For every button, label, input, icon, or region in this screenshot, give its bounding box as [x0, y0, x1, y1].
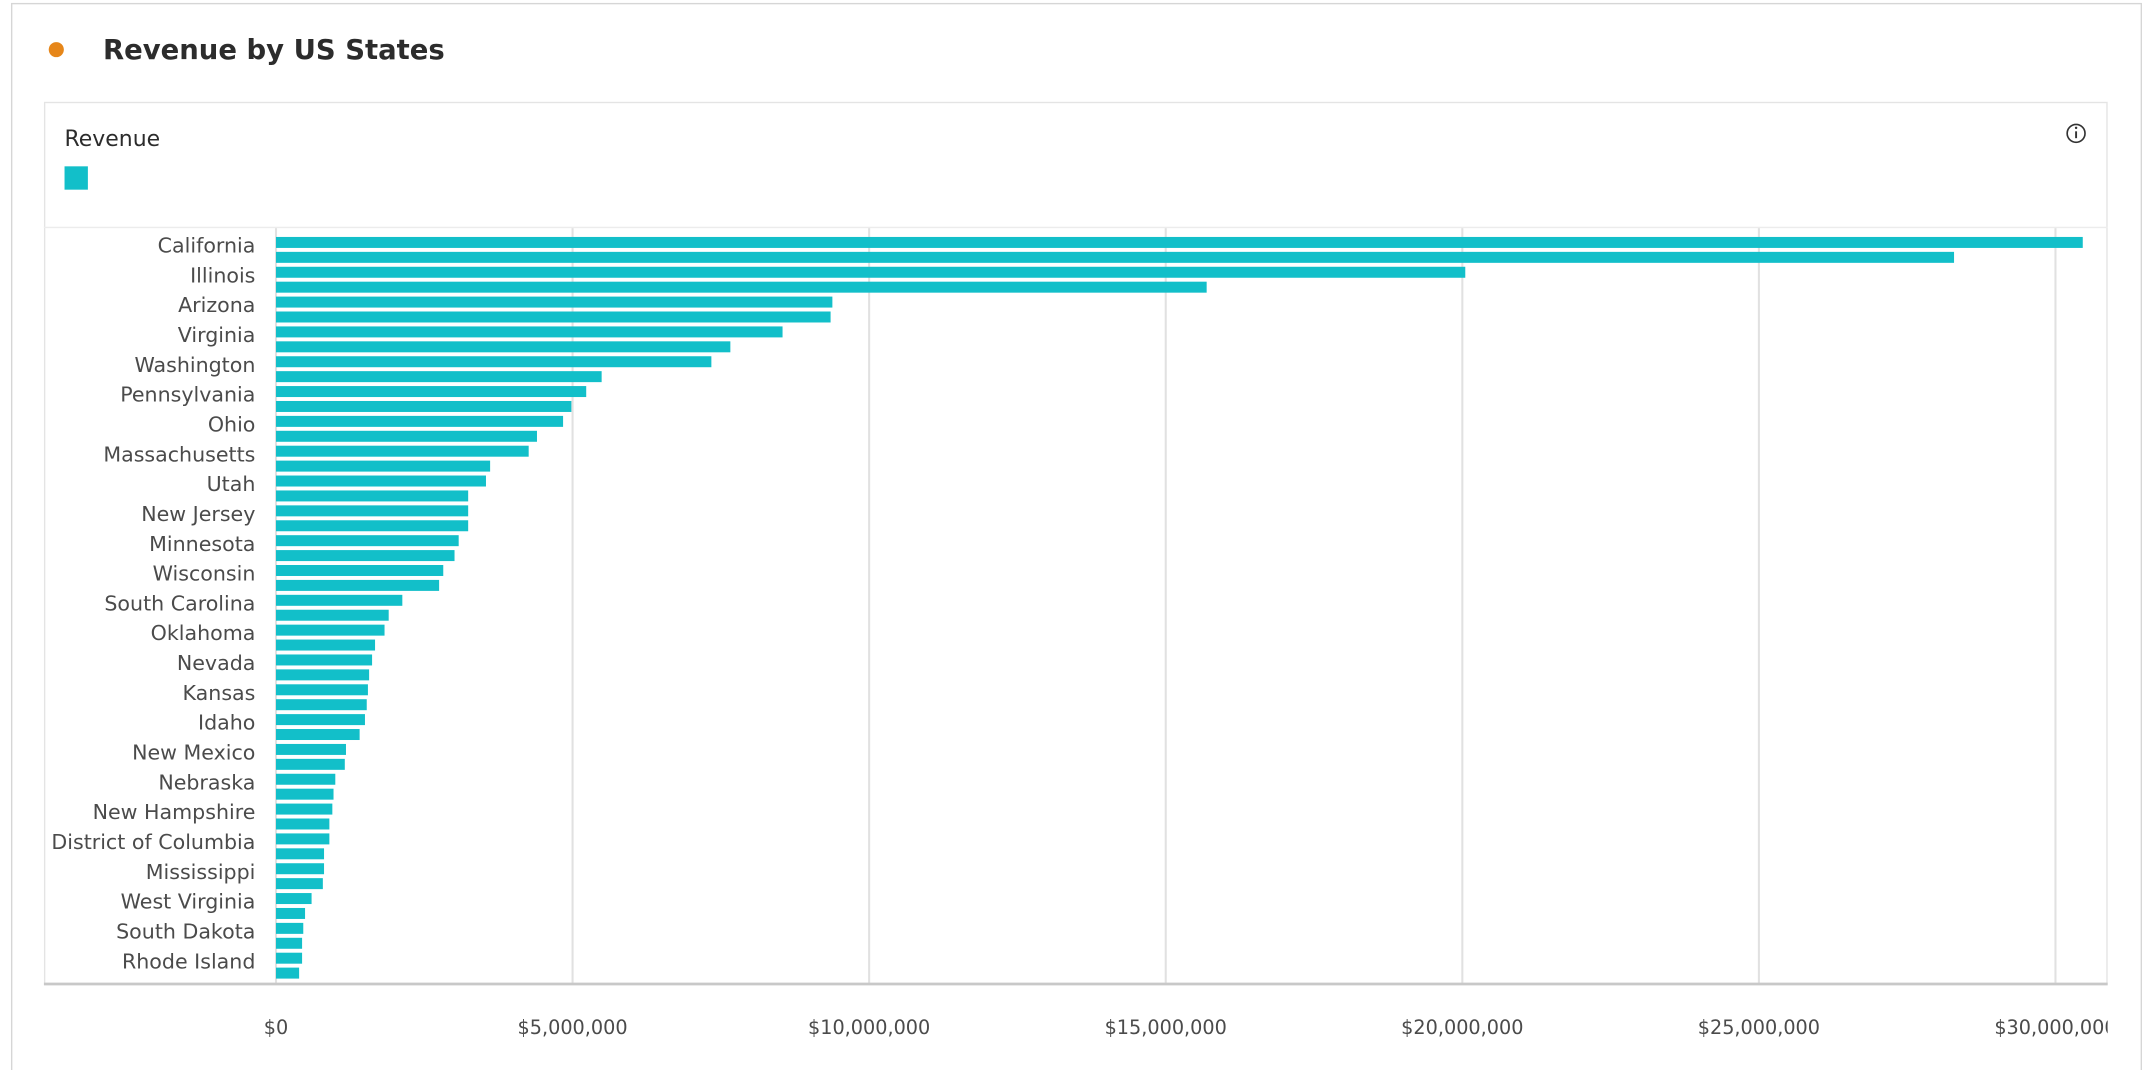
bar — [275, 371, 602, 383]
bar — [275, 743, 346, 755]
y-tick-label: Ohio — [208, 412, 256, 436]
y-tick-label: Nebraska — [158, 770, 255, 794]
bar — [275, 878, 323, 890]
bar — [275, 714, 365, 726]
bar — [275, 236, 2083, 248]
y-tick-label: Washington — [134, 353, 255, 377]
bar — [275, 251, 1955, 263]
y-tick-label: West Virginia — [121, 890, 256, 914]
bar — [275, 863, 325, 875]
bar — [275, 565, 444, 576]
x-tick-label: $0 — [264, 1016, 288, 1039]
bar — [275, 952, 303, 964]
bar — [275, 341, 731, 353]
y-tick-label: California — [158, 234, 256, 258]
bar — [275, 415, 564, 427]
y-tick-label: District of Columbia — [51, 830, 255, 854]
bar — [275, 669, 370, 681]
bar — [275, 773, 336, 785]
bar — [275, 818, 330, 830]
y-tick-label: Mississippi — [146, 860, 256, 884]
y-tick-label: South Dakota — [116, 919, 255, 943]
bar — [275, 729, 360, 741]
bar — [275, 475, 486, 487]
y-tick-label: Massachusetts — [103, 442, 255, 466]
y-tick-label: Kansas — [183, 681, 256, 705]
x-tick-label: $30,000,000 — [1994, 1016, 2116, 1039]
bar — [275, 311, 831, 323]
bar — [275, 967, 300, 979]
legend-label: Revenue — [65, 127, 161, 152]
y-tick-label: Nevada — [177, 651, 256, 675]
x-tick-label: $20,000,000 — [1401, 1016, 1523, 1039]
bar — [275, 550, 455, 562]
y-tick-label: Wisconsin — [153, 562, 256, 586]
bar — [275, 594, 403, 606]
bar — [275, 624, 385, 636]
bar — [275, 833, 330, 845]
bar — [275, 281, 1207, 293]
y-tick-label: Pennsylvania — [120, 383, 255, 407]
y-tick-label: Utah — [207, 472, 256, 496]
bar — [275, 296, 833, 308]
bar — [275, 490, 469, 502]
bar — [275, 609, 389, 621]
y-tick-label: New Hampshire — [93, 800, 256, 824]
x-tick-label: $25,000,000 — [1698, 1016, 1820, 1039]
bar — [275, 386, 587, 398]
y-tick-label: Virginia — [178, 323, 256, 347]
chart-title: Revenue by US States — [103, 35, 445, 66]
y-tick-label: Rhode Island — [122, 949, 255, 973]
bar — [275, 400, 572, 412]
bar — [275, 922, 304, 934]
bar — [275, 803, 333, 815]
bar — [275, 699, 367, 711]
y-tick-label: Oklahoma — [151, 621, 256, 645]
legend-swatch — [64, 166, 88, 190]
x-tick-label: $15,000,000 — [1105, 1016, 1227, 1039]
y-tick-label: Idaho — [198, 711, 255, 735]
y-tick-label: South Carolina — [104, 591, 255, 615]
info-icon[interactable] — [2066, 123, 2086, 144]
y-tick-label: Minnesota — [149, 532, 255, 556]
bar — [275, 848, 325, 860]
bar — [275, 460, 491, 472]
y-tick-label: New Mexico — [132, 741, 255, 765]
bar — [275, 505, 469, 517]
bar — [275, 579, 440, 591]
bar — [275, 430, 537, 442]
bar — [275, 326, 783, 338]
x-tick-label: $10,000,000 — [808, 1016, 930, 1039]
y-tick-label: Illinois — [190, 263, 255, 287]
bar — [275, 520, 469, 532]
bar — [275, 893, 312, 905]
bar — [275, 684, 368, 696]
bar — [275, 445, 529, 457]
bar — [275, 758, 345, 770]
bar — [275, 356, 712, 368]
y-tick-label: New Jersey — [141, 502, 255, 526]
bar — [275, 266, 1466, 278]
y-tick-label: Arizona — [178, 293, 255, 317]
bar — [275, 654, 373, 666]
bar — [275, 937, 303, 949]
bar — [275, 788, 334, 800]
status-dot — [48, 42, 64, 58]
bar — [275, 535, 459, 547]
bar — [275, 639, 376, 651]
bar — [275, 907, 306, 919]
x-tick-label: $5,000,000 — [518, 1016, 628, 1039]
